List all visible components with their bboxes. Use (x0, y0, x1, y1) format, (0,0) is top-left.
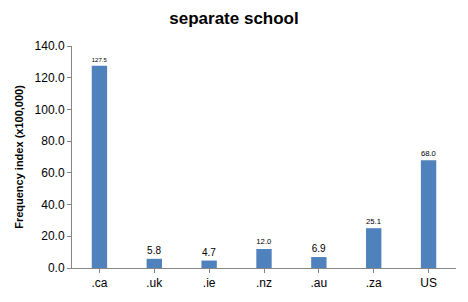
svg-text:100.0: 100.0 (35, 103, 65, 117)
svg-text:.ie: .ie (203, 276, 216, 290)
svg-text:5.8: 5.8 (147, 245, 161, 256)
svg-text:12.0: 12.0 (256, 237, 271, 246)
svg-text:separate school: separate school (169, 9, 298, 28)
svg-text:US: US (420, 276, 437, 290)
svg-text:.ca: .ca (91, 276, 107, 290)
svg-text:0.0: 0.0 (48, 261, 65, 275)
svg-text:.au: .au (311, 276, 328, 290)
svg-text:.za: .za (366, 276, 382, 290)
svg-text:Frequency index (x100,000): Frequency index (x100,000) (13, 85, 25, 229)
svg-text:.uk: .uk (146, 276, 163, 290)
svg-text:25.1: 25.1 (366, 217, 381, 226)
svg-text:20.0: 20.0 (41, 229, 65, 243)
svg-text:40.0: 40.0 (41, 198, 65, 212)
svg-text:80.0: 80.0 (41, 134, 65, 148)
svg-text:.nz: .nz (256, 276, 272, 290)
svg-text:6.9: 6.9 (312, 243, 326, 254)
svg-text:140.0: 140.0 (35, 39, 65, 53)
svg-text:4.7: 4.7 (202, 247, 216, 258)
svg-text:127.5: 127.5 (92, 57, 108, 63)
svg-text:68.0: 68.0 (421, 149, 436, 158)
svg-text:120.0: 120.0 (35, 71, 65, 85)
svg-text:60.0: 60.0 (41, 166, 65, 180)
